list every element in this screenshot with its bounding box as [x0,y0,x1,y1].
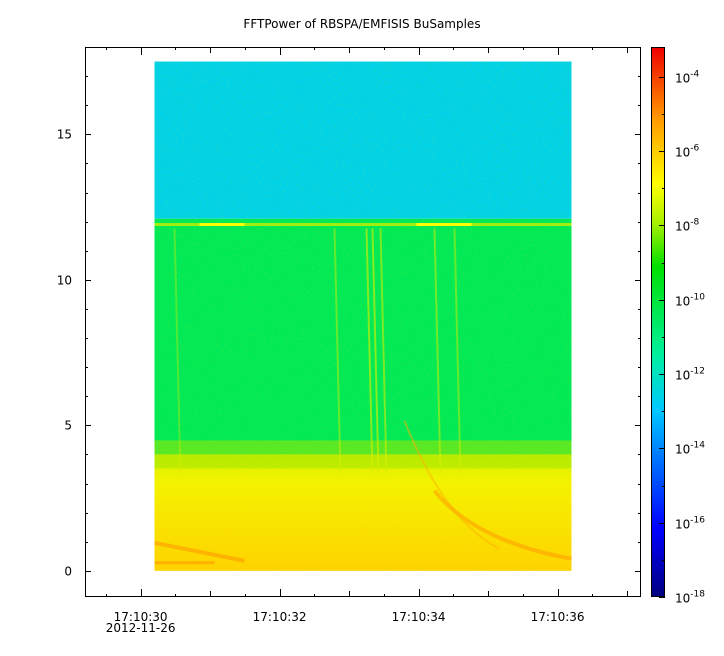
colorbar-tick-label: 10-18 [675,590,705,606]
colorbar-tick-exponent: -16 [690,516,705,526]
colorbar-tick-exponent: -8 [690,218,699,228]
dispersion-curve [154,540,245,563]
chart-title: FFTPower of RBSPA/EMFISIS BuSamples [243,17,481,31]
band-edge-line-bright [199,223,245,227]
y-tick-label: 15 [57,128,72,142]
colorbar-frame [651,47,665,597]
colorbar-tick-exponent: -12 [690,367,705,377]
colorbar-tick-label: 10-8 [675,218,700,234]
colorbar-tick-label: 10-16 [675,516,705,532]
colorbar: 10-18 10-16 10-14 10-12 10-10 10-8 10-6 10-4 [651,47,705,606]
x-tick-label: 17:10:34 [392,610,446,624]
streak [333,228,342,475]
colorbar-tick-exponent: -4 [690,70,699,80]
dispersion-curve [432,489,572,561]
colorbar-tick-label: 10-4 [675,70,700,86]
streak [453,228,462,475]
colorbar-tick-exponent: -14 [690,441,705,451]
colorbar-gradient [651,47,665,597]
plot-area: 0 5 10 15 17:10:30 17:10:32 17:10:34 17:10:36 20… [57,47,641,635]
streak [173,228,182,475]
streak [365,228,374,475]
x-tick-label: 17:10:32 [253,610,307,624]
colorbar-tick-label: 10-6 [675,144,700,160]
y-tick-label: 10 [57,274,72,288]
x-tick-label: 17:10:30 [114,610,168,624]
noise-texture [154,61,572,571]
plot-frame [85,47,641,597]
colorbar-tick-exponent: -6 [690,144,699,154]
streak [371,228,380,475]
x-tick-label: 17:10:36 [531,610,585,624]
colorbar-tick-label: 10-10 [675,293,705,309]
colorbar-tick-label: 10-14 [675,441,705,457]
colorbar-tick-exponent: -10 [690,293,705,303]
x-date-label: 2012-11-26 [106,621,176,635]
dispersion-curve [403,420,500,550]
streak [433,228,442,475]
colorbar-tick-label: 10-12 [675,367,705,383]
y-tick-label: 5 [64,419,72,433]
band-edge-line-bright [416,223,472,227]
y-tick-label: 0 [64,565,72,579]
colorbar-tick-exponent: -18 [690,590,705,600]
streak [379,228,388,475]
band-edge-line [154,223,572,227]
